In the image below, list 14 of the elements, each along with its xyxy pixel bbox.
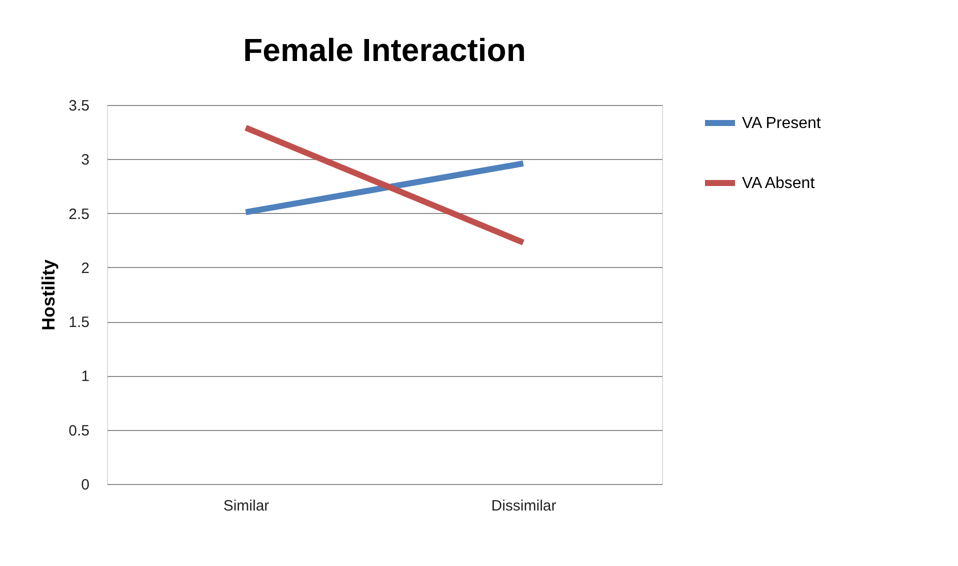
- y-tick-label: 0.5: [68, 422, 90, 440]
- y-tick-label: 3: [81, 152, 90, 169]
- y-tick-label: 2: [81, 260, 90, 277]
- x-tick-label: Similar: [223, 498, 270, 514]
- y-tick-label: 2.5: [68, 206, 90, 223]
- y-tick-label: 1.5: [68, 314, 90, 332]
- y-axis-title: Hostility: [38, 259, 59, 331]
- x-tick-label: Dissimilar: [491, 498, 556, 514]
- y-tick-label: 3.5: [68, 98, 90, 114]
- chart-title: Female Interaction: [243, 32, 526, 68]
- legend-label: VA Present: [742, 115, 822, 132]
- legend-label: VA Absent: [742, 175, 816, 192]
- y-tick-label: 0: [81, 476, 90, 494]
- y-tick-label: 1: [81, 368, 90, 386]
